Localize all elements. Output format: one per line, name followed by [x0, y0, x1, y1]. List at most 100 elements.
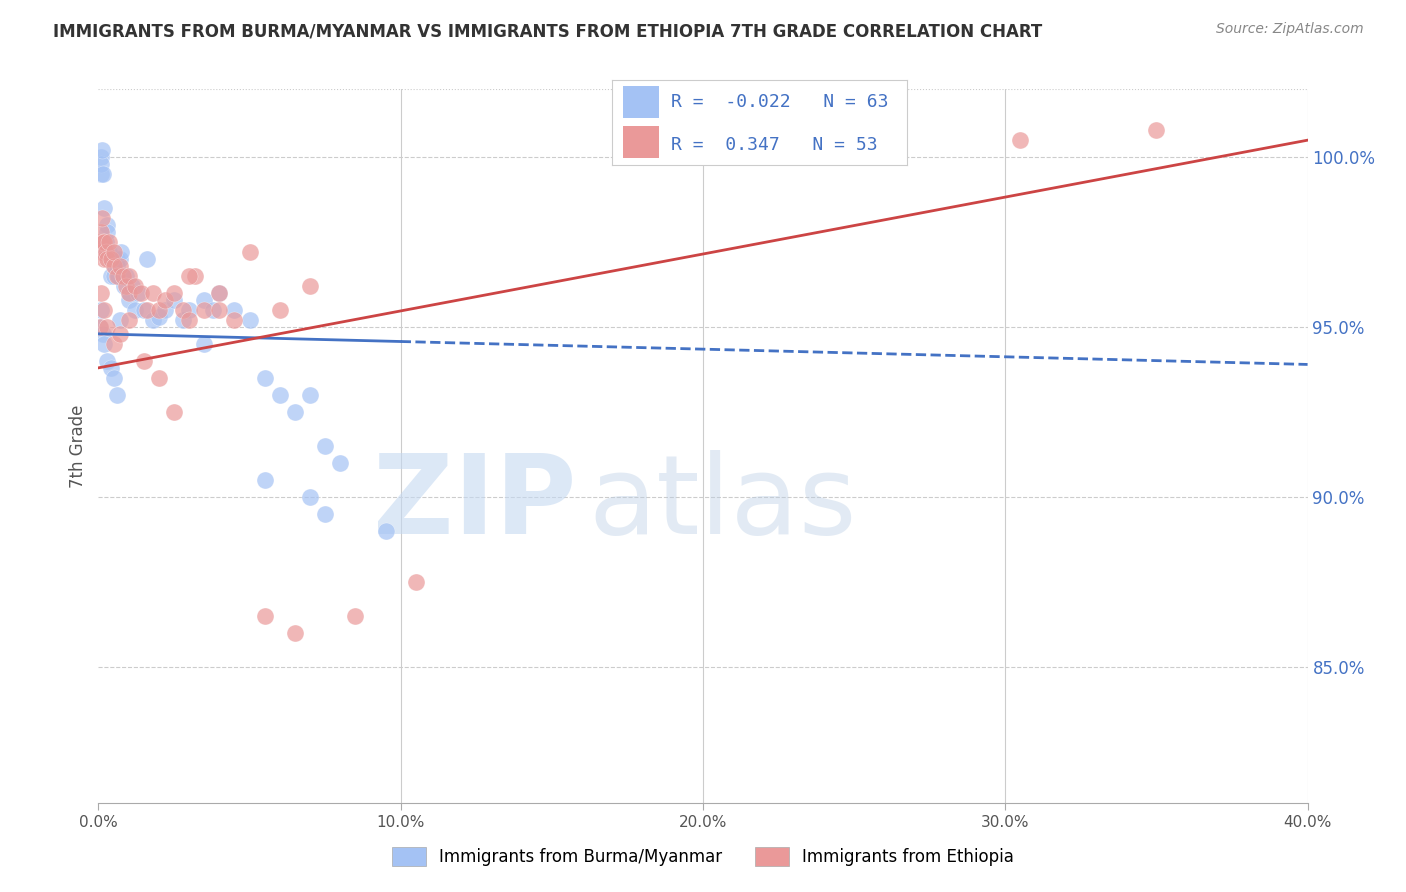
Text: IMMIGRANTS FROM BURMA/MYANMAR VS IMMIGRANTS FROM ETHIOPIA 7TH GRADE CORRELATION : IMMIGRANTS FROM BURMA/MYANMAR VS IMMIGRA…: [53, 22, 1043, 40]
Point: [103, 259, 125, 273]
Point: [111, 269, 134, 284]
Point: [94, 245, 117, 260]
Point: [269, 388, 291, 402]
Point: [1146, 123, 1168, 137]
Point: [105, 252, 128, 266]
Point: [179, 269, 201, 284]
Point: [239, 245, 262, 260]
Point: [91, 167, 114, 181]
Point: [132, 303, 155, 318]
Point: [100, 252, 122, 266]
Point: [96, 320, 118, 334]
Point: [193, 293, 215, 307]
Point: [224, 303, 246, 318]
Legend: Immigrants from Burma/Myanmar, Immigrants from Ethiopia: Immigrants from Burma/Myanmar, Immigrant…: [385, 840, 1021, 873]
Point: [91, 144, 114, 158]
Text: atlas: atlas: [588, 450, 856, 557]
Point: [100, 360, 122, 375]
Point: [108, 326, 131, 341]
Point: [103, 337, 125, 351]
Point: [142, 313, 165, 327]
Point: [135, 252, 157, 266]
Point: [172, 313, 194, 327]
Point: [103, 371, 125, 385]
Text: Source: ZipAtlas.com: Source: ZipAtlas.com: [1216, 22, 1364, 37]
Point: [103, 245, 125, 260]
Point: [121, 279, 143, 293]
Point: [105, 388, 128, 402]
Point: [114, 269, 136, 284]
Point: [269, 303, 291, 318]
Point: [299, 388, 322, 402]
Point: [118, 286, 141, 301]
Point: [93, 201, 115, 215]
Point: [299, 279, 322, 293]
Point: [1010, 133, 1032, 147]
Point: [105, 259, 128, 273]
Point: [253, 371, 276, 385]
Point: [118, 313, 141, 327]
Text: ZIP: ZIP: [373, 450, 576, 557]
Point: [118, 269, 141, 284]
Point: [193, 337, 215, 351]
Point: [90, 167, 112, 181]
Point: [96, 354, 118, 368]
Point: [93, 252, 115, 266]
Text: R =  -0.022   N = 63: R = -0.022 N = 63: [671, 94, 889, 112]
Point: [89, 320, 111, 334]
Point: [405, 574, 427, 589]
Point: [184, 269, 207, 284]
Point: [103, 269, 125, 284]
Point: [284, 405, 307, 419]
Text: R =  0.347   N = 53: R = 0.347 N = 53: [671, 136, 877, 153]
Y-axis label: 7th Grade: 7th Grade: [69, 404, 87, 488]
Point: [93, 303, 115, 318]
Point: [91, 211, 114, 226]
Point: [100, 252, 122, 266]
Point: [314, 507, 336, 521]
Point: [124, 279, 146, 293]
Point: [153, 303, 176, 318]
Point: [89, 320, 111, 334]
Point: [124, 303, 146, 318]
Point: [193, 303, 215, 318]
Point: [344, 608, 367, 623]
Point: [90, 157, 112, 171]
Point: [112, 279, 135, 293]
Point: [208, 303, 231, 318]
Point: [314, 439, 336, 453]
Point: [91, 326, 114, 341]
Point: [253, 608, 276, 623]
Point: [110, 245, 132, 260]
Point: [108, 252, 131, 266]
Point: [224, 313, 246, 327]
Point: [104, 259, 127, 273]
Point: [94, 235, 117, 249]
Point: [374, 524, 396, 538]
Point: [253, 473, 276, 487]
Point: [127, 286, 149, 301]
Point: [208, 286, 231, 301]
Point: [148, 310, 170, 324]
Point: [98, 245, 121, 260]
Point: [93, 235, 115, 249]
Point: [105, 269, 128, 284]
Point: [148, 303, 170, 318]
Point: [179, 313, 201, 327]
Point: [96, 252, 118, 266]
Point: [329, 456, 352, 470]
Point: [98, 235, 121, 249]
Point: [153, 293, 176, 307]
Point: [208, 286, 231, 301]
Point: [118, 293, 141, 307]
Point: [135, 303, 157, 318]
Point: [142, 286, 165, 301]
Point: [179, 303, 201, 318]
Point: [163, 286, 186, 301]
Point: [172, 303, 194, 318]
Point: [100, 269, 122, 284]
Point: [96, 225, 118, 239]
Point: [163, 293, 186, 307]
Point: [108, 259, 131, 273]
Point: [114, 279, 136, 293]
